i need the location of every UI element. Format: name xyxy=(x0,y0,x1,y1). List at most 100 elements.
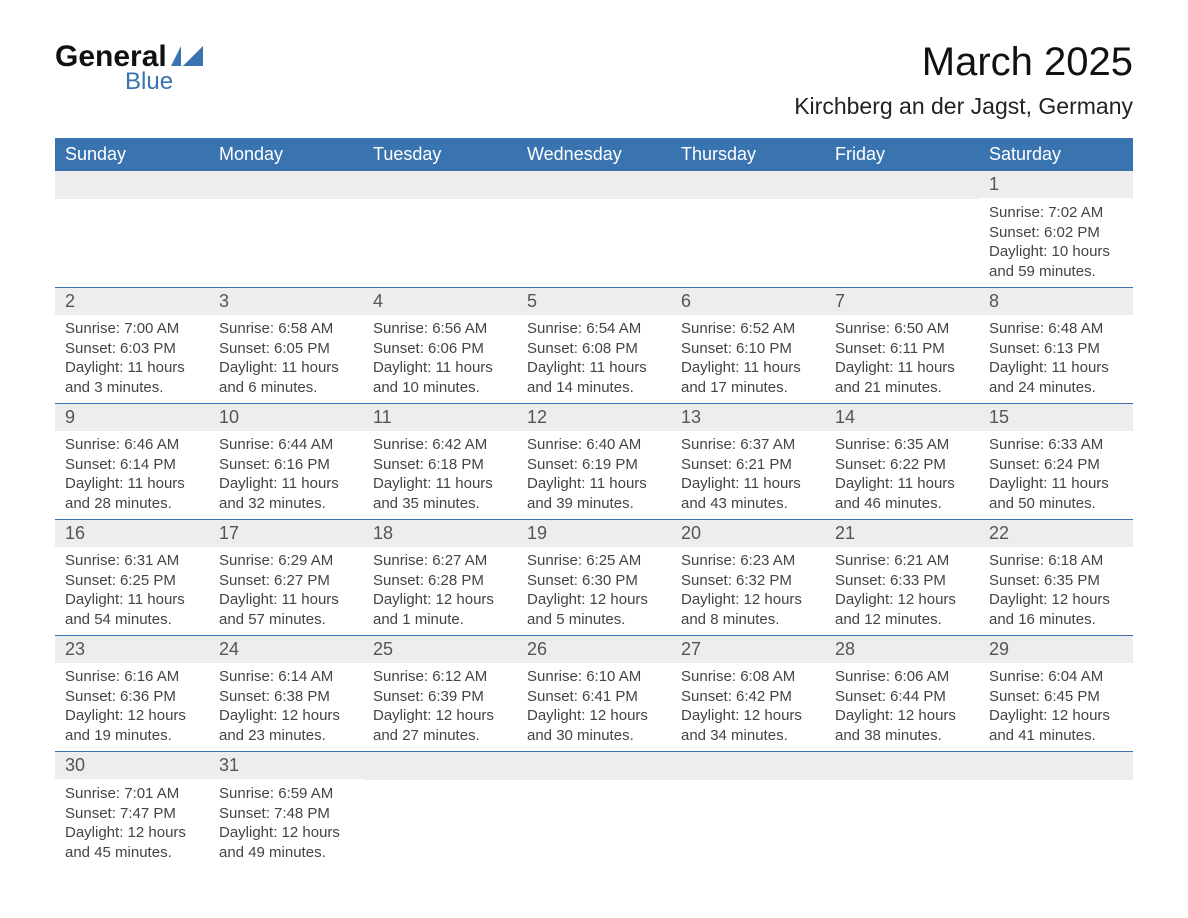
day-dl1: Daylight: 11 hours xyxy=(989,474,1123,494)
day-info-cell: Sunrise: 7:00 AMSunset: 6:03 PMDaylight:… xyxy=(55,315,209,404)
day-number: 18 xyxy=(363,520,517,547)
day-sr: Sunrise: 6:50 AM xyxy=(835,319,969,339)
day-dl1: Daylight: 11 hours xyxy=(65,358,199,378)
day-info: Sunrise: 6:10 AMSunset: 6:41 PMDaylight:… xyxy=(517,663,671,751)
day-dl1: Daylight: 12 hours xyxy=(373,590,507,610)
day-info-cell: Sunrise: 6:40 AMSunset: 6:19 PMDaylight:… xyxy=(517,431,671,520)
day-dl1: Daylight: 11 hours xyxy=(989,358,1123,378)
day-sr: Sunrise: 6:48 AM xyxy=(989,319,1123,339)
day-number: 14 xyxy=(825,404,979,431)
day-ss: Sunset: 7:47 PM xyxy=(65,804,199,824)
day-info-cell: Sunrise: 6:42 AMSunset: 6:18 PMDaylight:… xyxy=(363,431,517,520)
day-number: 23 xyxy=(55,636,209,663)
day-dl2: and 17 minutes. xyxy=(681,378,815,398)
day-info: Sunrise: 6:14 AMSunset: 6:38 PMDaylight:… xyxy=(209,663,363,751)
day-info: Sunrise: 6:54 AMSunset: 6:08 PMDaylight:… xyxy=(517,315,671,403)
day-info: Sunrise: 6:08 AMSunset: 6:42 PMDaylight:… xyxy=(671,663,825,751)
day-info: Sunrise: 6:04 AMSunset: 6:45 PMDaylight:… xyxy=(979,663,1133,751)
day-info-cell: Sunrise: 6:31 AMSunset: 6:25 PMDaylight:… xyxy=(55,547,209,636)
brand-sub: Blue xyxy=(125,68,207,96)
day-number-cell: 23 xyxy=(55,636,209,664)
day-number-cell: 6 xyxy=(671,288,825,316)
day-ss: Sunset: 6:35 PM xyxy=(989,571,1123,591)
day-dl2: and 6 minutes. xyxy=(219,378,353,398)
day-dl2: and 39 minutes. xyxy=(527,494,661,514)
day-number-cell xyxy=(517,171,671,199)
day-info-cell xyxy=(363,199,517,288)
day-number-cell: 13 xyxy=(671,404,825,432)
day-dl2: and 50 minutes. xyxy=(989,494,1123,514)
calendar-table: Sunday Monday Tuesday Wednesday Thursday… xyxy=(55,138,1133,868)
day-number-cell: 11 xyxy=(363,404,517,432)
day-number-cell: 20 xyxy=(671,520,825,548)
day-number: 13 xyxy=(671,404,825,431)
day-dl1: Daylight: 11 hours xyxy=(373,474,507,494)
day-ss: Sunset: 6:27 PM xyxy=(219,571,353,591)
day-number-cell: 22 xyxy=(979,520,1133,548)
day-dl2: and 59 minutes. xyxy=(989,262,1123,282)
day-number: 26 xyxy=(517,636,671,663)
day-info-cell: Sunrise: 6:25 AMSunset: 6:30 PMDaylight:… xyxy=(517,547,671,636)
day-sr: Sunrise: 7:02 AM xyxy=(989,203,1123,223)
day-number-cell xyxy=(979,752,1133,781)
calendar-header-row: Sunday Monday Tuesday Wednesday Thursday… xyxy=(55,138,1133,171)
day-number: 22 xyxy=(979,520,1133,547)
day-sr: Sunrise: 6:21 AM xyxy=(835,551,969,571)
day-sr: Sunrise: 6:25 AM xyxy=(527,551,661,571)
day-info: Sunrise: 7:00 AMSunset: 6:03 PMDaylight:… xyxy=(55,315,209,403)
day-dl1: Daylight: 11 hours xyxy=(527,358,661,378)
calendar-body: 1Sunrise: 7:02 AMSunset: 6:02 PMDaylight… xyxy=(55,171,1133,868)
day-ss: Sunset: 6:41 PM xyxy=(527,687,661,707)
day-info-cell: Sunrise: 6:10 AMSunset: 6:41 PMDaylight:… xyxy=(517,663,671,752)
page-title: March 2025 xyxy=(794,40,1133,85)
day-sr: Sunrise: 6:44 AM xyxy=(219,435,353,455)
day-sr: Sunrise: 6:40 AM xyxy=(527,435,661,455)
day-number-cell xyxy=(363,752,517,781)
col-saturday: Saturday xyxy=(979,138,1133,171)
day-info-cell: Sunrise: 6:18 AMSunset: 6:35 PMDaylight:… xyxy=(979,547,1133,636)
day-ss: Sunset: 6:14 PM xyxy=(65,455,199,475)
col-friday: Friday xyxy=(825,138,979,171)
day-info: Sunrise: 6:06 AMSunset: 6:44 PMDaylight:… xyxy=(825,663,979,751)
day-dl1: Daylight: 11 hours xyxy=(527,474,661,494)
day-dl2: and 24 minutes. xyxy=(989,378,1123,398)
day-info-cell xyxy=(55,199,209,288)
day-dl2: and 21 minutes. xyxy=(835,378,969,398)
day-number xyxy=(517,171,671,199)
day-info: Sunrise: 6:21 AMSunset: 6:33 PMDaylight:… xyxy=(825,547,979,635)
day-number-cell xyxy=(671,752,825,781)
page-subtitle: Kirchberg an der Jagst, Germany xyxy=(794,93,1133,120)
day-number: 4 xyxy=(363,288,517,315)
day-info: Sunrise: 6:27 AMSunset: 6:28 PMDaylight:… xyxy=(363,547,517,635)
day-dl2: and 43 minutes. xyxy=(681,494,815,514)
day-number xyxy=(209,171,363,199)
day-info-cell: Sunrise: 6:37 AMSunset: 6:21 PMDaylight:… xyxy=(671,431,825,520)
day-sr: Sunrise: 6:42 AM xyxy=(373,435,507,455)
day-info: Sunrise: 6:12 AMSunset: 6:39 PMDaylight:… xyxy=(363,663,517,751)
day-dl2: and 10 minutes. xyxy=(373,378,507,398)
day-number-cell xyxy=(209,171,363,199)
day-number-cell: 8 xyxy=(979,288,1133,316)
col-wednesday: Wednesday xyxy=(517,138,671,171)
day-info: Sunrise: 6:33 AMSunset: 6:24 PMDaylight:… xyxy=(979,431,1133,519)
day-number xyxy=(671,171,825,199)
day-number-cell: 3 xyxy=(209,288,363,316)
day-dl2: and 35 minutes. xyxy=(373,494,507,514)
day-number: 21 xyxy=(825,520,979,547)
day-dl1: Daylight: 11 hours xyxy=(681,474,815,494)
day-info-cell xyxy=(363,780,517,868)
day-ss: Sunset: 6:21 PM xyxy=(681,455,815,475)
day-ss: Sunset: 6:11 PM xyxy=(835,339,969,359)
day-number: 3 xyxy=(209,288,363,315)
calendar-week-daynum: 16171819202122 xyxy=(55,520,1133,548)
day-number: 16 xyxy=(55,520,209,547)
day-dl2: and 57 minutes. xyxy=(219,610,353,630)
day-number: 6 xyxy=(671,288,825,315)
day-dl1: Daylight: 12 hours xyxy=(681,590,815,610)
day-number-cell: 1 xyxy=(979,171,1133,199)
day-dl1: Daylight: 11 hours xyxy=(835,474,969,494)
day-info: Sunrise: 6:56 AMSunset: 6:06 PMDaylight:… xyxy=(363,315,517,403)
day-dl1: Daylight: 12 hours xyxy=(527,590,661,610)
day-number xyxy=(825,752,979,780)
day-ss: Sunset: 6:24 PM xyxy=(989,455,1123,475)
